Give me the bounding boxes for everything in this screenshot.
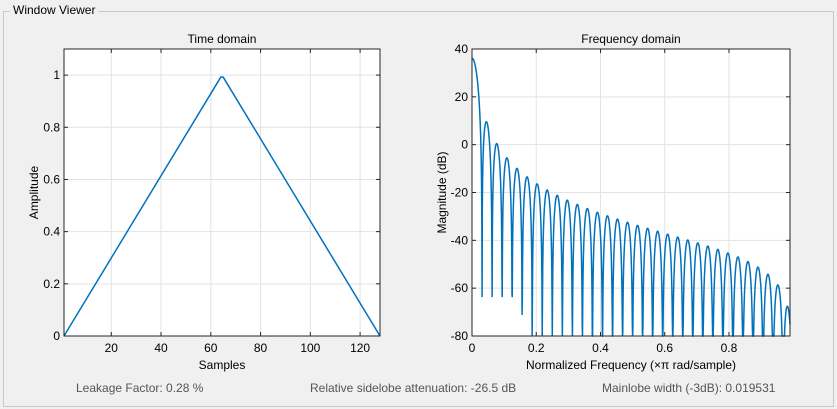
- freq-ytick-label: 40: [455, 42, 469, 56]
- leakage-factor-text: Leakage Factor: 0.28 %: [76, 381, 204, 395]
- freq-ytick-label: -20: [451, 186, 469, 200]
- time-series-line: [63, 76, 381, 337]
- time-xtick-label: 40: [154, 341, 168, 355]
- time-xtick-label: 120: [350, 341, 370, 355]
- freq-xtick-label: 0.4: [592, 341, 609, 355]
- time-xtick-label: 20: [105, 341, 119, 355]
- freq-series-line: [471, 57, 791, 337]
- freq-ytick-label: 0: [461, 138, 468, 152]
- freq-ytick-label: -40: [451, 233, 469, 247]
- time-ytick-label: 0.6: [43, 172, 60, 186]
- time-xtick-label: 100: [300, 341, 320, 355]
- freq-title: Frequency domain: [581, 32, 680, 46]
- time-ytick-label: 1: [53, 68, 60, 82]
- time-ytick-label: 0.8: [43, 120, 60, 134]
- time-ylabel: Amplitude: [27, 166, 41, 220]
- sidelobe-attenuation-text: Relative sidelobe attenuation: -26.5 dB: [310, 381, 517, 395]
- window-viewer-group: Window Viewer: [3, 3, 834, 407]
- time-title: Time domain: [188, 32, 257, 46]
- time-plot-area: [64, 49, 380, 336]
- time-xtick-label: 80: [254, 341, 268, 355]
- freq-ytick-label: -60: [451, 281, 469, 295]
- freq-ytick-label: 20: [455, 90, 469, 104]
- time-ytick-label: 0.4: [43, 225, 60, 239]
- freq-ytick-label: -80: [451, 329, 469, 343]
- time-ytick-label: 0.2: [43, 277, 60, 291]
- freq-xtick-label: 0.2: [528, 341, 545, 355]
- time-xtick-label: 60: [204, 341, 218, 355]
- freq-xtick-label: 0.6: [656, 341, 673, 355]
- time-ytick-label: 0: [53, 329, 60, 343]
- time-axes-box: [63, 48, 381, 337]
- time-xlabel: Samples: [199, 358, 246, 372]
- freq-xtick-label: 0.8: [721, 341, 738, 355]
- freq-xlabel: Normalized Frequency (×π rad/sample): [526, 358, 736, 372]
- group-title: Window Viewer: [10, 3, 99, 17]
- mainlobe-width-text: Mainlobe width (-3dB): 0.019531: [602, 381, 776, 395]
- freq-ylabel: Magnitude (dB): [435, 151, 449, 233]
- freq-xtick-label: 0: [469, 341, 476, 355]
